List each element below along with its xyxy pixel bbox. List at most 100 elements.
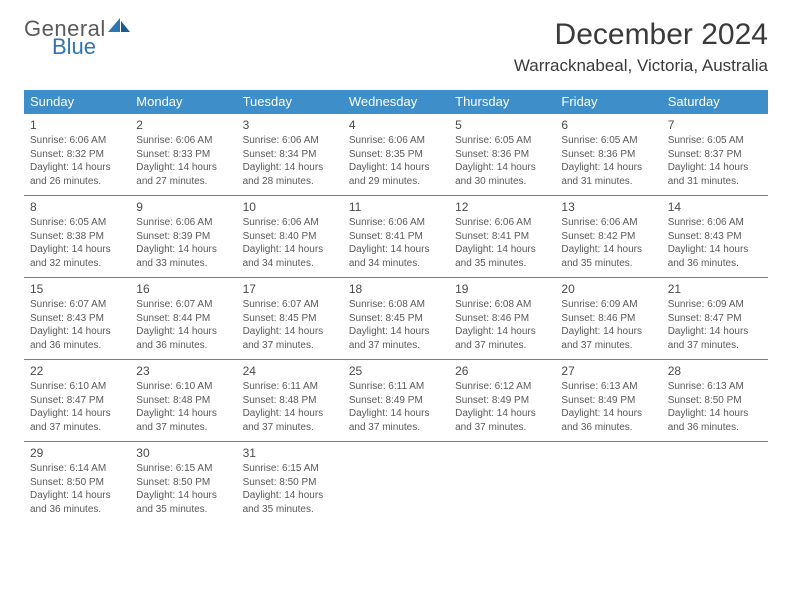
sunrise-line: Sunrise: 6:05 AM [30,216,124,230]
calendar-day-cell [449,442,555,524]
sunrise-line: Sunrise: 6:11 AM [243,380,337,394]
sunset-line: Sunset: 8:40 PM [243,230,337,244]
sunrise-line: Sunrise: 6:13 AM [668,380,762,394]
month-title: December 2024 [514,18,768,52]
sunset-line: Sunset: 8:46 PM [561,312,655,326]
daylight-line-1: Daylight: 14 hours [668,407,762,421]
sunrise-line: Sunrise: 6:06 AM [136,134,230,148]
sunset-line: Sunset: 8:48 PM [243,394,337,408]
weekday-header: Friday [555,90,661,114]
daylight-line-2: and 35 minutes. [243,503,337,517]
sunset-line: Sunset: 8:49 PM [349,394,443,408]
day-number: 4 [349,117,443,133]
daylight-line-2: and 37 minutes. [136,421,230,435]
daylight-line-2: and 37 minutes. [349,421,443,435]
daylight-line-2: and 35 minutes. [136,503,230,517]
daylight-line-2: and 33 minutes. [136,257,230,271]
daylight-line-1: Daylight: 14 hours [30,161,124,175]
sunrise-line: Sunrise: 6:09 AM [668,298,762,312]
calendar-day-cell: 5Sunrise: 6:05 AMSunset: 8:36 PMDaylight… [449,114,555,196]
day-number: 2 [136,117,230,133]
day-number: 8 [30,199,124,215]
day-number: 14 [668,199,762,215]
daylight-line-1: Daylight: 14 hours [349,161,443,175]
sunrise-line: Sunrise: 6:10 AM [30,380,124,394]
sunrise-line: Sunrise: 6:06 AM [668,216,762,230]
day-number: 22 [30,363,124,379]
daylight-line-2: and 36 minutes. [136,339,230,353]
calendar-day-cell: 27Sunrise: 6:13 AMSunset: 8:49 PMDayligh… [555,360,661,442]
sunrise-line: Sunrise: 6:06 AM [561,216,655,230]
day-number: 12 [455,199,549,215]
calendar-day-cell: 10Sunrise: 6:06 AMSunset: 8:40 PMDayligh… [237,196,343,278]
sunset-line: Sunset: 8:47 PM [668,312,762,326]
sunset-line: Sunset: 8:41 PM [455,230,549,244]
sunset-line: Sunset: 8:46 PM [455,312,549,326]
calendar-day-cell: 4Sunrise: 6:06 AMSunset: 8:35 PMDaylight… [343,114,449,196]
day-number: 27 [561,363,655,379]
day-number: 24 [243,363,337,379]
sunset-line: Sunset: 8:50 PM [668,394,762,408]
day-number: 21 [668,281,762,297]
daylight-line-1: Daylight: 14 hours [349,407,443,421]
sunrise-line: Sunrise: 6:07 AM [30,298,124,312]
sunset-line: Sunset: 8:32 PM [30,148,124,162]
sunset-line: Sunset: 8:50 PM [136,476,230,490]
calendar-week-row: 8Sunrise: 6:05 AMSunset: 8:38 PM Daylight… [24,196,768,278]
sunset-line: Sunset: 8:49 PM [561,394,655,408]
sunrise-line: Sunrise: 6:15 AM [136,462,230,476]
page-header: General Blue December 2024 Warracknabeal… [24,18,768,76]
sunset-line: Sunset: 8:45 PM [349,312,443,326]
daylight-line-1: Daylight: 14 hours [455,243,549,257]
daylight-line-1: Daylight: 14 hours [349,325,443,339]
daylight-line-2: and 34 minutes. [243,257,337,271]
daylight-line-1: Daylight: 14 hours [561,243,655,257]
day-number: 5 [455,117,549,133]
day-number: 10 [243,199,337,215]
weekday-header: Sunday [24,90,130,114]
daylight-line-1: Daylight: 14 hours [243,325,337,339]
sunset-line: Sunset: 8:34 PM [243,148,337,162]
sunset-line: Sunset: 8:38 PM [30,230,124,244]
daylight-line-2: and 32 minutes. [30,257,124,271]
calendar-day-cell: 18Sunrise: 6:08 AMSunset: 8:45 PMDayligh… [343,278,449,360]
weekday-header: Monday [130,90,236,114]
sunrise-line: Sunrise: 6:06 AM [136,216,230,230]
day-number: 29 [30,445,124,461]
sunset-line: Sunset: 8:41 PM [349,230,443,244]
sunrise-line: Sunrise: 6:06 AM [243,216,337,230]
day-number: 7 [668,117,762,133]
sunset-line: Sunset: 8:50 PM [30,476,124,490]
sunrise-line: Sunrise: 6:11 AM [349,380,443,394]
calendar-day-cell: 3Sunrise: 6:06 AMSunset: 8:34 PMDaylight… [237,114,343,196]
weekday-header: Saturday [662,90,768,114]
sunrise-line: Sunrise: 6:07 AM [243,298,337,312]
daylight-line-2: and 27 minutes. [136,175,230,189]
day-number: 20 [561,281,655,297]
daylight-line-1: Daylight: 14 hours [30,325,124,339]
day-number: 6 [561,117,655,133]
day-number: 17 [243,281,337,297]
daylight-line-1: Daylight: 14 hours [455,407,549,421]
logo-blue-text: Blue [52,36,130,58]
day-number: 25 [349,363,443,379]
daylight-line-1: Daylight: 14 hours [243,243,337,257]
sunrise-line: Sunrise: 6:14 AM [30,462,124,476]
daylight-line-1: Daylight: 14 hours [30,407,124,421]
sunrise-line: Sunrise: 6:05 AM [561,134,655,148]
daylight-line-2: and 37 minutes. [30,421,124,435]
calendar-day-cell [343,442,449,524]
calendar-day-cell: 12Sunrise: 6:06 AMSunset: 8:41 PMDayligh… [449,196,555,278]
sunrise-line: Sunrise: 6:07 AM [136,298,230,312]
daylight-line-2: and 36 minutes. [668,257,762,271]
daylight-line-1: Daylight: 14 hours [668,161,762,175]
daylight-line-2: and 37 minutes. [455,339,549,353]
calendar-body: 1Sunrise: 6:06 AMSunset: 8:32 PMDaylight… [24,114,768,524]
sunrise-line: Sunrise: 6:06 AM [243,134,337,148]
calendar-day-cell: 24Sunrise: 6:11 AMSunset: 8:48 PMDayligh… [237,360,343,442]
daylight-line-2: and 36 minutes. [561,421,655,435]
calendar-table: Sunday Monday Tuesday Wednesday Thursday… [24,90,768,524]
daylight-line-2: and 35 minutes. [455,257,549,271]
calendar-day-cell: 11Sunrise: 6:06 AMSunset: 8:41 PMDayligh… [343,196,449,278]
day-number: 13 [561,199,655,215]
